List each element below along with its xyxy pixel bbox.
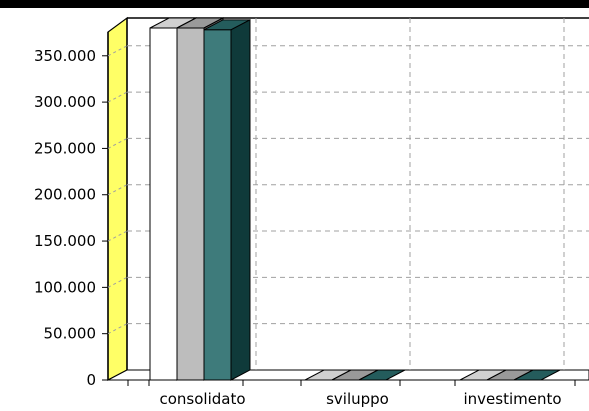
y-tick-label: 200.000 — [34, 186, 96, 204]
bar-front — [176, 27, 205, 381]
bar-front — [149, 27, 178, 381]
x-tick-label: sviluppo — [326, 390, 389, 408]
bars — [149, 17, 561, 381]
bar-front — [203, 29, 232, 381]
y-axis: 0 50.000 100.000 150.000 200.000 250.000 300.0… — [34, 47, 108, 389]
bar — [513, 369, 561, 381]
y-tick-label: 350.000 — [34, 47, 96, 65]
x-axis: consolidato sviluppo investimento — [127, 380, 576, 408]
bar — [358, 369, 406, 381]
x-tick-label: consolidato — [159, 390, 245, 408]
y-tick-label: 150.000 — [34, 232, 96, 250]
y-tick-label: 250.000 — [34, 139, 96, 157]
bar-side — [230, 19, 251, 381]
top-band — [0, 0, 589, 8]
x-tick-label: investimento — [463, 390, 561, 408]
y-tick-label: 100.000 — [34, 278, 96, 296]
y-tick-label: 300.000 — [34, 93, 96, 111]
bar-top — [358, 369, 406, 381]
y-tick-label: 0 — [86, 371, 96, 389]
bar — [203, 19, 251, 381]
y-tick-label: 50.000 — [44, 325, 97, 343]
bar-top — [513, 369, 561, 381]
